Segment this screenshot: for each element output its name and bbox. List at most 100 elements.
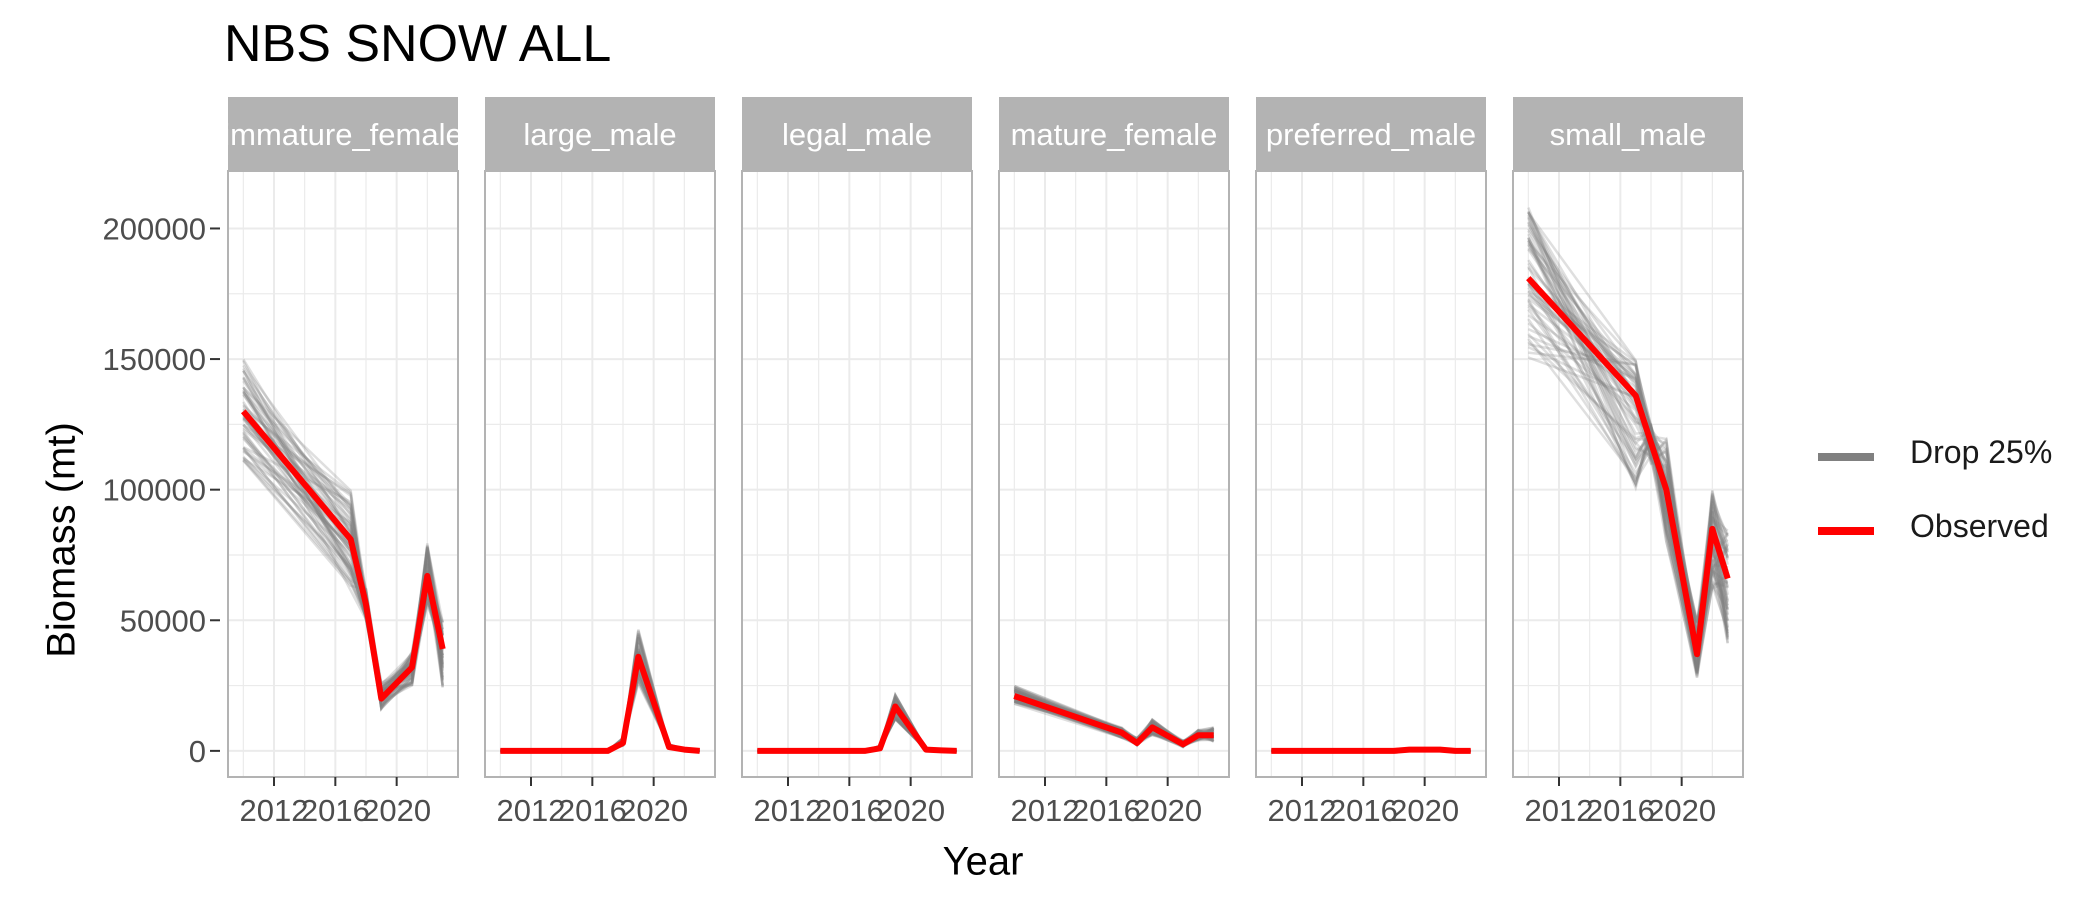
- x-tick-label: 2016: [558, 793, 627, 828]
- drop-series-line: [1527, 239, 1729, 675]
- panel-background: [1513, 171, 1743, 777]
- drop-series-line: [1527, 327, 1729, 669]
- x-tick-label: 2016: [301, 793, 370, 828]
- legend-key-drop: [1818, 453, 1874, 461]
- observed-series-line: [757, 703, 957, 754]
- drop-series-line: [1527, 294, 1729, 675]
- drop-series-line: [242, 370, 444, 707]
- y-tick-label-1: 50000: [120, 603, 206, 638]
- x-tick-label: 2016: [1329, 793, 1398, 828]
- drop-series-line: [242, 412, 444, 705]
- x-tick-label: 2016: [815, 793, 884, 828]
- facet-strip: [742, 97, 972, 171]
- facet-strip-label: mature_female: [1011, 117, 1218, 152]
- legend-label-drop: Drop 25%: [1910, 434, 2053, 470]
- drop-series-line: [1527, 305, 1729, 638]
- observed-series-line: [1013, 693, 1214, 748]
- drop-series-line: [1013, 697, 1215, 747]
- drop-series-line: [242, 423, 444, 710]
- facet-strip-label: legal_male: [782, 117, 932, 152]
- drop-series-line: [1527, 237, 1729, 673]
- facet-strip: [485, 97, 715, 171]
- drop-series-line: [1013, 686, 1214, 748]
- facet-strip: [228, 97, 458, 171]
- x-tick-label: 2012: [240, 793, 309, 828]
- drop-series-line: [1527, 241, 1729, 678]
- drop-series-line: [1527, 236, 1729, 669]
- x-tick-label: 2020: [619, 793, 688, 828]
- legend-label-observed: Observed: [1910, 508, 2049, 544]
- drop-series-line: [1013, 694, 1215, 746]
- drop-series-line: [1527, 259, 1729, 633]
- drop-series-line: [1527, 322, 1729, 664]
- x-tick-label: 2012: [497, 793, 566, 828]
- drop-series-line: [1528, 351, 1729, 631]
- drop-series-line: [1013, 694, 1214, 748]
- panel-background: [999, 171, 1229, 777]
- legend: Drop 25% Observed: [1808, 420, 2078, 568]
- drop-series-line: [1527, 248, 1729, 673]
- drop-series-line: [1013, 699, 1214, 747]
- drop-series-line: [1527, 338, 1729, 657]
- drop-series-line: [242, 364, 444, 710]
- y-tick-label-4: 200000: [103, 211, 206, 246]
- panel-background: [1256, 171, 1486, 777]
- x-tick-label: 2012: [1011, 793, 1080, 828]
- facet-strip-label: small_male: [1550, 117, 1707, 152]
- drop-series-line: [1527, 308, 1729, 649]
- drop-series-line: [1527, 215, 1729, 642]
- x-tick-label: 2020: [876, 793, 945, 828]
- drop-series-line: [242, 417, 444, 712]
- x-tick-label: 2012: [1525, 793, 1594, 828]
- drop-series-line: [1527, 283, 1729, 638]
- y-tick-label-0: 0: [189, 734, 206, 769]
- x-tick-label: 2020: [1133, 793, 1202, 828]
- drop-series-line: [1527, 211, 1729, 630]
- drop-series-line: [1527, 282, 1729, 672]
- drop-series-line: [1527, 300, 1729, 652]
- drop-series-line: [1527, 237, 1729, 660]
- observed-series-line: [1526, 276, 1731, 658]
- facet-strip: [999, 97, 1229, 171]
- x-tick-label: 2012: [1268, 793, 1337, 828]
- x-tick-label: 2020: [1390, 793, 1459, 828]
- drop-series-line: [1527, 210, 1729, 673]
- y-axis-title: Biomass (mt): [39, 422, 84, 658]
- drop-series-line: [1013, 690, 1215, 743]
- drop-series-line: [1013, 694, 1215, 749]
- drop-series-line: [1527, 267, 1729, 637]
- x-tick-label: 2016: [1586, 793, 1655, 828]
- chart-title: NBS SNOW ALL: [224, 15, 612, 73]
- facet-strip-label: preferred_male: [1266, 117, 1476, 152]
- panel-background: [742, 171, 972, 777]
- drop-series-line: [1527, 303, 1729, 661]
- x-tick-label: 2012: [754, 793, 823, 828]
- y-tick-label-2: 100000: [103, 473, 206, 508]
- x-tick-label: 2020: [1647, 793, 1716, 828]
- drop-series-line: [1527, 280, 1729, 670]
- legend-item-drop: Drop 25%: [1808, 420, 2078, 494]
- facet-strip: [1256, 97, 1486, 171]
- facet-strip-label: immature_female: [223, 117, 462, 152]
- drop-series-line: [1527, 243, 1729, 677]
- x-tick-label: 2016: [1072, 793, 1141, 828]
- panel-background: [228, 171, 458, 777]
- legend-item-observed: Observed: [1808, 494, 2078, 568]
- drop-series-line: [1013, 697, 1215, 744]
- observed-series-line: [500, 653, 700, 754]
- drop-series-line: [1527, 333, 1729, 674]
- drop-series-line: [1527, 217, 1729, 648]
- observed-series-line: [1271, 746, 1471, 754]
- y-tick-label-3: 150000: [103, 342, 206, 377]
- facet-strip-label: large_male: [523, 117, 676, 152]
- legend-key-observed: [1818, 527, 1874, 535]
- observed-series-line: [241, 409, 446, 702]
- facet-strip: [1513, 97, 1743, 171]
- panel-background: [485, 171, 715, 777]
